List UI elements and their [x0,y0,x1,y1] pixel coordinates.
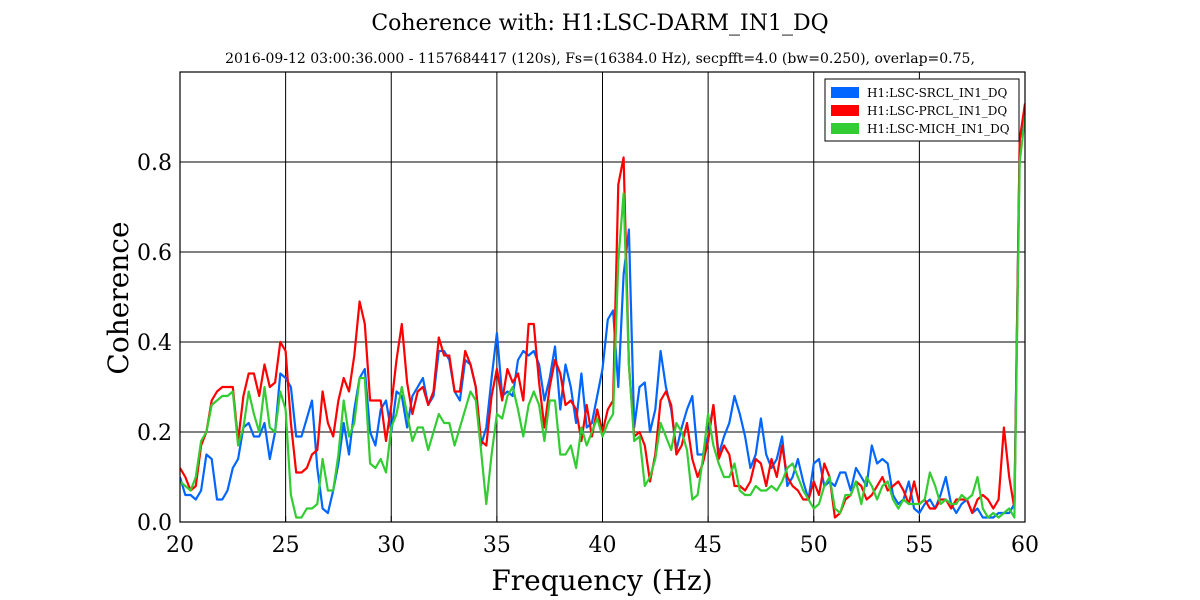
x-tick-label: 35 [483,533,511,558]
chart-title: Coherence with: H1:LSC-DARM_IN1_DQ [371,11,828,36]
x-tick-label: 55 [905,533,933,558]
x-tick-label: 30 [377,533,405,558]
y-axis-label: Coherence [102,221,135,374]
grid [180,72,1025,522]
legend-label: H1:LSC-PRCL_IN1_DQ [867,104,1007,118]
ticks: 20 25 30 35 40 45 50 55 60 0.0 0.2 0.4 0.6 0.8 [137,151,1039,558]
x-tick-label: 60 [1011,533,1039,558]
y-tick-label: 0.2 [137,421,172,446]
y-tick-label: 0.4 [137,331,172,356]
legend-label: H1:LSC-MICH_IN1_DQ [867,122,1010,136]
x-tick-label: 25 [272,533,300,558]
series-line-h1-lsc-srcl-in1-dq [180,116,1025,519]
legend-swatch [831,87,859,98]
legend: H1:LSC-SRCL_IN1_DQ H1:LSC-PRCL_IN1_DQ H1:L… [824,78,1020,142]
legend-swatch [831,105,859,116]
x-tick-label: 20 [166,533,194,558]
legend-label: H1:LSC-SRCL_IN1_DQ [867,86,1007,100]
legend-swatch [831,123,859,134]
x-axis-label: Frequency (Hz) [491,564,712,597]
y-tick-label: 0.0 [137,511,172,536]
y-tick-label: 0.8 [137,151,172,176]
series-line-h1-lsc-mich-in1-dq [180,116,1025,519]
y-tick-label: 0.6 [137,241,172,266]
x-tick-label: 45 [694,533,722,558]
chart-subtitle: 2016-09-12 03:00:36.000 - 1157684417 (12… [225,51,975,67]
x-tick-label: 40 [589,533,617,558]
x-tick-label: 50 [800,533,828,558]
series-line-h1-lsc-prcl-in1-dq [180,103,1025,519]
series-lines [180,103,1025,519]
